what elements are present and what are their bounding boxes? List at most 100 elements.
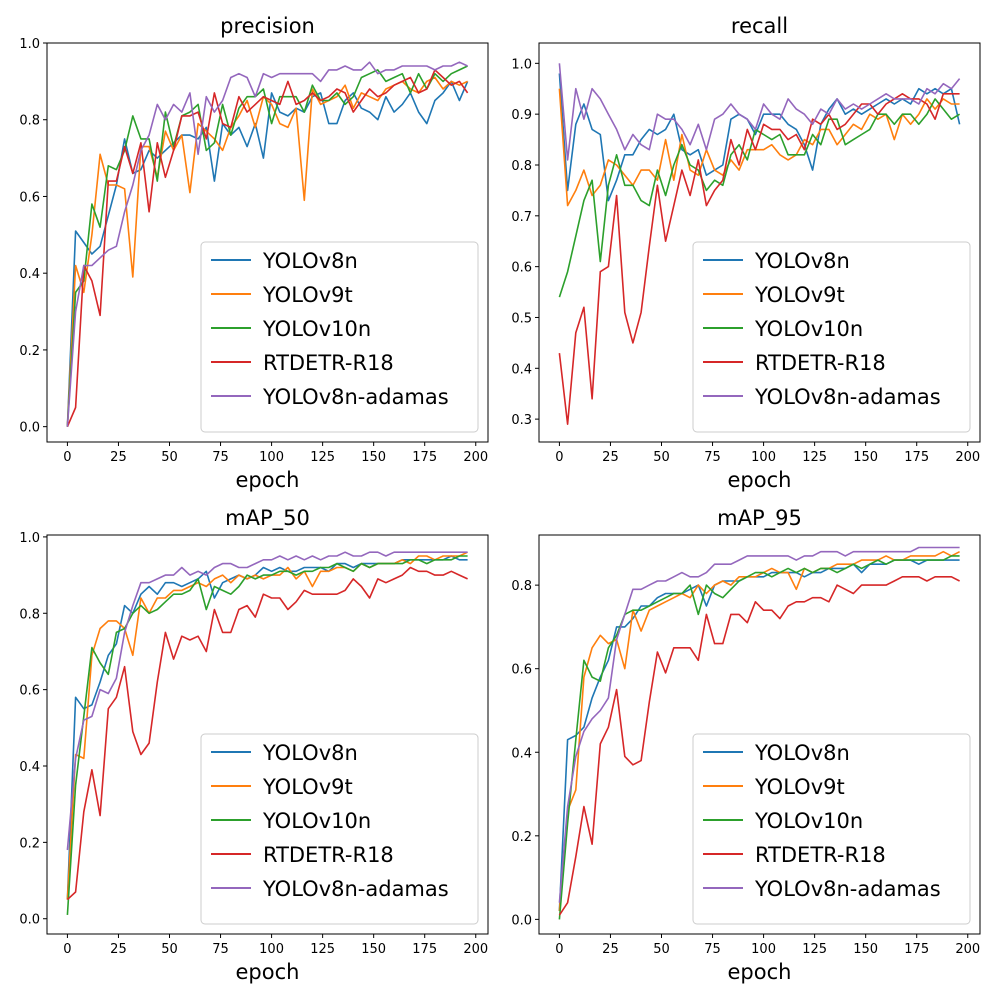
x-tick-label: 150 [853, 942, 878, 957]
series-line-yolov9t [66, 551, 468, 900]
x-tick-label: 175 [412, 450, 437, 465]
legend-label: YOLOv8n [754, 741, 850, 765]
x-tick-label: 25 [110, 942, 127, 957]
y-tick-label: 0.2 [19, 836, 40, 851]
y-tick-label: 0.0 [19, 913, 40, 928]
y-tick-label: 0.8 [19, 114, 40, 129]
y-tick-label: 0.8 [511, 579, 532, 594]
subplot-map-50: mAP_50 0 25 50 75 100 125 150 175 200 0.0 0.2 0.4 0.6… [19, 506, 489, 984]
x-tick-label: 150 [853, 450, 878, 465]
legend-label: YOLOv8n-adamas [262, 877, 449, 901]
legend-label: YOLOv8n-adamas [754, 385, 941, 409]
legend-label: YOLOv9t [262, 283, 353, 307]
series-line-yolov8n-adamas [558, 63, 961, 161]
legend-label: RTDETR-R18 [755, 843, 886, 867]
y-tick-label: 0.5 [511, 311, 532, 326]
legend-box [200, 733, 479, 925]
x-tick-label: 150 [361, 942, 386, 957]
x-tick-label: 125 [310, 450, 335, 465]
x-tick-label: 200 [955, 942, 980, 957]
subplot-title: mAP_50 [225, 506, 310, 531]
legend-label: YOLOv9t [262, 775, 353, 799]
x-axis-label: epoch [236, 468, 300, 492]
legend: YOLOv8n YOLOv9t YOLOv10n RTDETR-R18 YOLOv8n-… [692, 733, 971, 925]
x-tick-label: 100 [751, 942, 776, 957]
x-tick-label: 150 [361, 450, 386, 465]
x-axis-label: epoch [728, 468, 792, 492]
x-tick-label: 50 [161, 942, 178, 957]
series-line-yolov8n [66, 80, 469, 427]
x-tick-label: 75 [212, 942, 229, 957]
y-tick-label: 1.0 [511, 57, 532, 72]
subplot-map-95: mAP_95 0 25 50 75 100 125 150 175 200 0.0 0.2 0.4 0.6… [511, 506, 981, 984]
axes-frame [46, 534, 489, 935]
x-tick-label: 50 [161, 450, 178, 465]
series-line-rtdetr-r18 [558, 93, 960, 426]
y-tick-label: 0.0 [511, 913, 532, 928]
x-axis-label: epoch [728, 960, 792, 984]
y-tick-label: 0.4 [511, 746, 532, 761]
x-tick-label: 100 [751, 450, 776, 465]
legend-label: YOLOv8n [262, 741, 358, 765]
series-line-yolov10n [558, 98, 961, 298]
series-line-rtdetr-r18 [558, 575, 960, 916]
y-tick-label: 0.8 [19, 607, 40, 622]
series-line-yolov10n [66, 65, 468, 427]
series-lines [558, 63, 961, 426]
x-tick-label: 100 [259, 450, 284, 465]
series-line-yolov8n-adamas [66, 61, 468, 427]
legend: YOLOv8n YOLOv9t YOLOv10n RTDETR-R18 YOLOv8n-… [692, 241, 971, 433]
y-tick-label: 0.4 [19, 267, 40, 282]
legend-label: YOLOv10n [262, 809, 371, 833]
legend-box [692, 241, 971, 433]
x-tick-label: 200 [463, 942, 488, 957]
y-tick-label: 1.0 [19, 531, 40, 546]
x-tick-label: 25 [602, 450, 619, 465]
y-tick-label: 0.6 [511, 663, 532, 678]
x-tick-label: 0 [63, 942, 71, 957]
x-tick-label: 0 [555, 942, 563, 957]
y-tick-label: 0.9 [511, 108, 532, 123]
legend-label: YOLOv8n [262, 249, 358, 273]
x-tick-label: 75 [212, 450, 229, 465]
legend-label: YOLOv9t [754, 283, 845, 307]
y-tick-label: 0.3 [511, 413, 532, 428]
axes-frame [538, 42, 981, 443]
legend-label: RTDETR-R18 [263, 843, 394, 867]
series-line-yolov9t [558, 550, 960, 912]
axes-frame [538, 534, 981, 935]
series-lines [66, 551, 468, 915]
subplot-title: mAP_95 [717, 506, 802, 531]
subplot-title: precision [220, 14, 315, 38]
x-tick-label: 25 [110, 450, 127, 465]
y-tick-label: 1.0 [19, 37, 40, 52]
x-tick-label: 200 [955, 450, 980, 465]
legend-label: YOLOv10n [262, 317, 371, 341]
series-line-rtdetr-r18 [66, 566, 468, 901]
x-tick-label: 175 [904, 450, 929, 465]
subplot-precision: precision 0 25 50 75 100 125 150 175 200 0.0 0.2 0.4… [19, 14, 489, 492]
legend-label: YOLOv10n [754, 317, 863, 341]
x-tick-label: 175 [904, 942, 929, 957]
legend: YOLOv8n YOLOv9t YOLOv10n RTDETR-R18 YOLOv8n-… [200, 241, 479, 433]
y-tick-label: 0.2 [511, 830, 532, 845]
series-line-yolov8n [558, 73, 961, 202]
y-tick-label: 0.8 [511, 159, 532, 174]
series-line-yolov8n-adamas [66, 551, 468, 851]
subplot-title: recall [731, 14, 788, 38]
legend-label: RTDETR-R18 [263, 351, 394, 375]
axes-frame [46, 42, 489, 443]
x-tick-label: 200 [463, 450, 488, 465]
y-tick-label: 0.4 [19, 760, 40, 775]
legend-label: YOLOv8n-adamas [754, 877, 941, 901]
x-tick-label: 125 [310, 942, 335, 957]
series-lines [558, 546, 960, 920]
y-tick-label: 0.6 [19, 190, 40, 205]
series-line-rtdetr-r18 [66, 69, 469, 428]
y-tick-label: 0.4 [511, 362, 532, 377]
x-tick-label: 50 [653, 450, 670, 465]
x-tick-label: 175 [412, 942, 437, 957]
x-axis-label: epoch [236, 960, 300, 984]
series-line-yolov10n [66, 555, 468, 915]
